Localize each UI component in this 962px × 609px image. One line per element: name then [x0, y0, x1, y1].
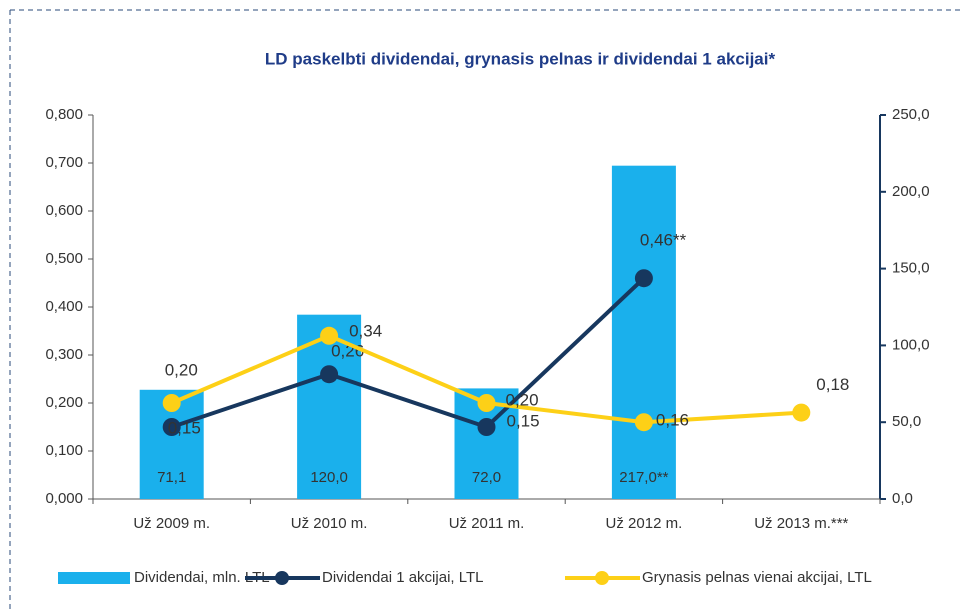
value-label: 0,15 — [507, 411, 540, 430]
marker — [477, 394, 496, 412]
value-label: 0,16 — [656, 411, 689, 430]
y2-tick-label: 100,0 — [892, 336, 930, 353]
y2-tick-label: 50,0 — [892, 413, 921, 430]
legend-marker — [275, 571, 289, 585]
bar — [611, 165, 676, 500]
marker — [320, 326, 339, 345]
value-label: 0,20 — [506, 390, 539, 409]
y2-tick-label: 250,0 — [892, 106, 930, 123]
bar-value-label: 120,0 — [310, 469, 348, 486]
marker — [792, 403, 811, 422]
y2-tick-label: 0,0 — [892, 490, 913, 507]
legend-swatch — [58, 572, 130, 584]
y-tick-label: 0,200 — [45, 394, 83, 411]
marker — [162, 418, 181, 436]
value-label: 0,20 — [165, 360, 198, 379]
y-tick-label: 0,000 — [45, 490, 83, 507]
chart-title: LD paskelbti dividendai, grynasis pelnas… — [265, 49, 776, 68]
y-tick-label: 0,800 — [45, 106, 83, 123]
y2-tick-label: 150,0 — [892, 260, 930, 277]
y2-tick-label: 200,0 — [892, 183, 930, 200]
legend-label: Grynasis pelnas vienai akcijai, LTL — [642, 569, 872, 586]
marker — [477, 418, 496, 436]
value-label: 0,46** — [640, 231, 687, 250]
x-tick-label: Už 2011 m. — [449, 515, 525, 532]
y-tick-label: 0,400 — [45, 298, 83, 315]
x-tick-label: Už 2012 m. — [606, 515, 683, 532]
value-label: 0,34 — [349, 321, 382, 340]
legend-marker — [595, 571, 609, 585]
marker — [162, 394, 181, 412]
legend-label: Dividendai, mln. LTL — [134, 569, 270, 586]
marker — [320, 365, 339, 384]
y-tick-label: 0,700 — [45, 154, 83, 171]
y-tick-label: 0,100 — [45, 442, 83, 459]
line — [171, 276, 646, 430]
y-tick-label: 0,600 — [45, 202, 83, 219]
x-tick-label: Už 2013 m.*** — [754, 515, 848, 532]
x-tick-label: Už 2009 m. — [133, 515, 210, 532]
bar-value-label: 217,0** — [619, 469, 668, 486]
legend-label: Dividendai 1 akcijai, LTL — [322, 569, 483, 586]
marker — [634, 413, 653, 432]
bar-value-label: 72,0 — [472, 469, 501, 486]
y-tick-label: 0,300 — [45, 346, 83, 363]
y-tick-label: 0,500 — [45, 250, 83, 267]
value-label: 0,18 — [816, 375, 849, 394]
bar-value-label: 71,1 — [157, 469, 186, 486]
marker — [634, 269, 653, 288]
x-tick-label: Už 2010 m. — [291, 515, 368, 532]
value-label: 0,15 — [168, 418, 201, 437]
